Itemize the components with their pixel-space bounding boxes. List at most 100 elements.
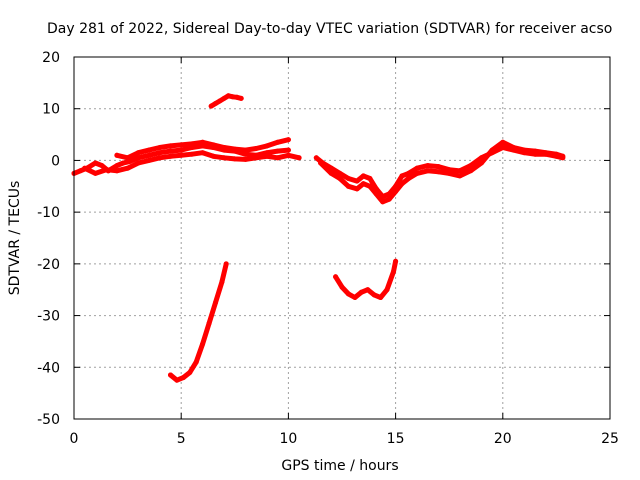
data-point: [264, 143, 270, 149]
data-point: [193, 359, 199, 365]
data-point: [135, 150, 141, 156]
data-point: [125, 165, 131, 171]
data-point: [253, 146, 259, 151]
data-point: [386, 196, 392, 202]
plot-frame: [73, 56, 611, 420]
data-point: [543, 150, 549, 156]
data-point: [339, 284, 345, 290]
data-point: [352, 295, 358, 300]
x-tick-label: 10: [279, 431, 297, 447]
y-tick-label: 0: [51, 153, 60, 169]
data-point: [500, 139, 506, 145]
x-tick-label: 0: [70, 431, 79, 447]
x-tick-label: 25: [601, 431, 619, 447]
data-point: [243, 151, 248, 157]
data-point: [157, 150, 163, 156]
data-point: [337, 170, 343, 176]
x-axis-title: GPS time / hours: [281, 458, 398, 474]
data-point: [221, 145, 227, 150]
y-tick-label: -30: [37, 309, 60, 325]
data-point: [114, 168, 120, 174]
x-tick-label: 20: [494, 431, 512, 447]
data-point: [358, 289, 364, 295]
data-layer: [71, 93, 566, 383]
y-tick-label: 20: [42, 50, 60, 66]
data-point: [157, 155, 163, 161]
data-point: [468, 168, 474, 174]
data-point: [253, 155, 259, 161]
data-point: [378, 295, 384, 300]
data-point: [457, 168, 463, 174]
data-point: [345, 291, 351, 297]
data-point: [264, 153, 270, 159]
data-point: [135, 155, 141, 161]
data-point: [127, 159, 133, 164]
data-point: [333, 274, 339, 280]
data-point: [206, 320, 212, 326]
data-point: [478, 160, 484, 166]
data-point: [436, 164, 441, 170]
data-point: [232, 156, 238, 162]
data-point: [414, 165, 420, 171]
data-point: [489, 147, 495, 153]
data-point: [178, 142, 184, 148]
data-point: [223, 261, 229, 267]
data-point: [125, 155, 131, 161]
data-point: [114, 163, 120, 169]
data-point: [168, 143, 173, 149]
data-point: [275, 139, 281, 145]
data-point: [328, 170, 334, 176]
data-point: [157, 145, 163, 150]
data-point: [174, 377, 180, 383]
data-point: [213, 300, 218, 306]
data-point: [82, 165, 88, 171]
data-point: [384, 287, 390, 293]
data-point: [92, 170, 98, 176]
data-point: [103, 167, 109, 173]
y-tick-label: -10: [37, 205, 60, 221]
data-point: [178, 147, 184, 153]
data-point: [285, 147, 291, 153]
data-point: [345, 176, 351, 181]
data-point: [365, 287, 371, 293]
data-point: [391, 269, 396, 275]
data-point: [360, 181, 366, 187]
data-point: [313, 155, 319, 161]
data-point: [146, 157, 152, 163]
data-point: [360, 173, 366, 179]
y-tick-label: -50: [37, 412, 60, 428]
data-point: [178, 152, 184, 158]
y-tick-label: -40: [37, 360, 60, 376]
data-point: [168, 372, 173, 378]
data-point: [285, 152, 291, 158]
data-point: [521, 147, 527, 153]
data-point: [285, 137, 291, 143]
data-point: [354, 186, 360, 192]
data-point: [146, 147, 152, 153]
data-point: [406, 170, 411, 176]
data-point: [232, 146, 238, 152]
data-point: [318, 160, 324, 166]
data-point: [425, 168, 431, 174]
x-tick-label: 5: [177, 431, 186, 447]
series-arc-mid-2: [318, 139, 566, 205]
series-arc-low-left: [168, 261, 229, 383]
data-point: [436, 169, 441, 175]
data-point: [210, 153, 216, 159]
data-point: [230, 94, 236, 100]
data-point: [180, 375, 186, 381]
y-tick-label: -20: [37, 257, 60, 273]
data-point: [135, 160, 141, 166]
data-point: [296, 155, 302, 161]
data-point: [238, 95, 244, 101]
data-point: [120, 160, 126, 166]
data-point: [99, 163, 105, 169]
data-point: [553, 151, 559, 157]
data-point: [345, 183, 351, 189]
data-point: [393, 189, 399, 194]
data-point: [532, 148, 538, 154]
data-point: [146, 152, 152, 158]
data-point: [373, 191, 379, 197]
data-point: [221, 95, 227, 101]
